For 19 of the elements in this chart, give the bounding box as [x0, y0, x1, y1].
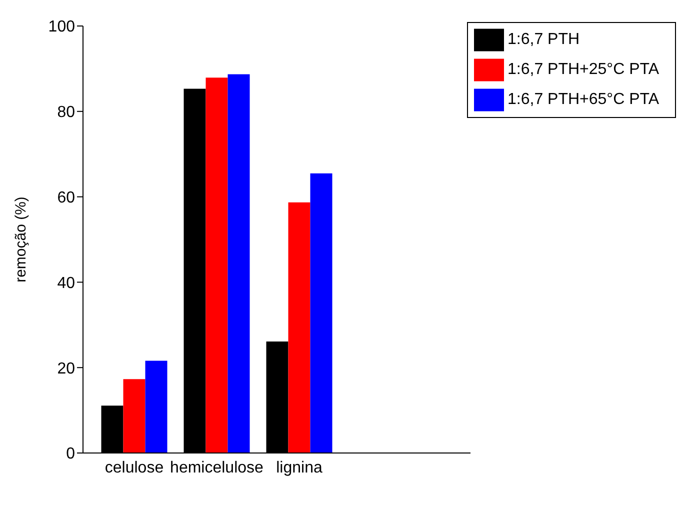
legend-label: 1:6,7 PTH+25°C PTA	[508, 61, 659, 78]
bar	[228, 74, 250, 453]
bar	[206, 78, 228, 453]
y-tick-label: 40	[57, 274, 76, 292]
bar	[288, 202, 310, 453]
bar	[123, 379, 146, 453]
legend-label: 1:6,7 PTH+65°C PTA	[508, 91, 659, 108]
legend-label: 1:6,7 PTH	[508, 31, 580, 48]
y-tick-label: 0	[66, 446, 76, 463]
bar	[310, 173, 332, 453]
y-tick-label: 80	[57, 104, 76, 122]
x-tick-label: lignina	[276, 459, 322, 476]
x-tick-label: celulose	[104, 459, 164, 476]
y-tick-label: 20	[57, 360, 76, 378]
y-tick-label: 60	[57, 189, 76, 206]
y-tick-label: 100	[48, 18, 76, 36]
y-axis-title: remoção (%)	[12, 196, 30, 282]
x-tick-label: hemicelulose	[170, 459, 264, 476]
bar	[145, 360, 168, 453]
